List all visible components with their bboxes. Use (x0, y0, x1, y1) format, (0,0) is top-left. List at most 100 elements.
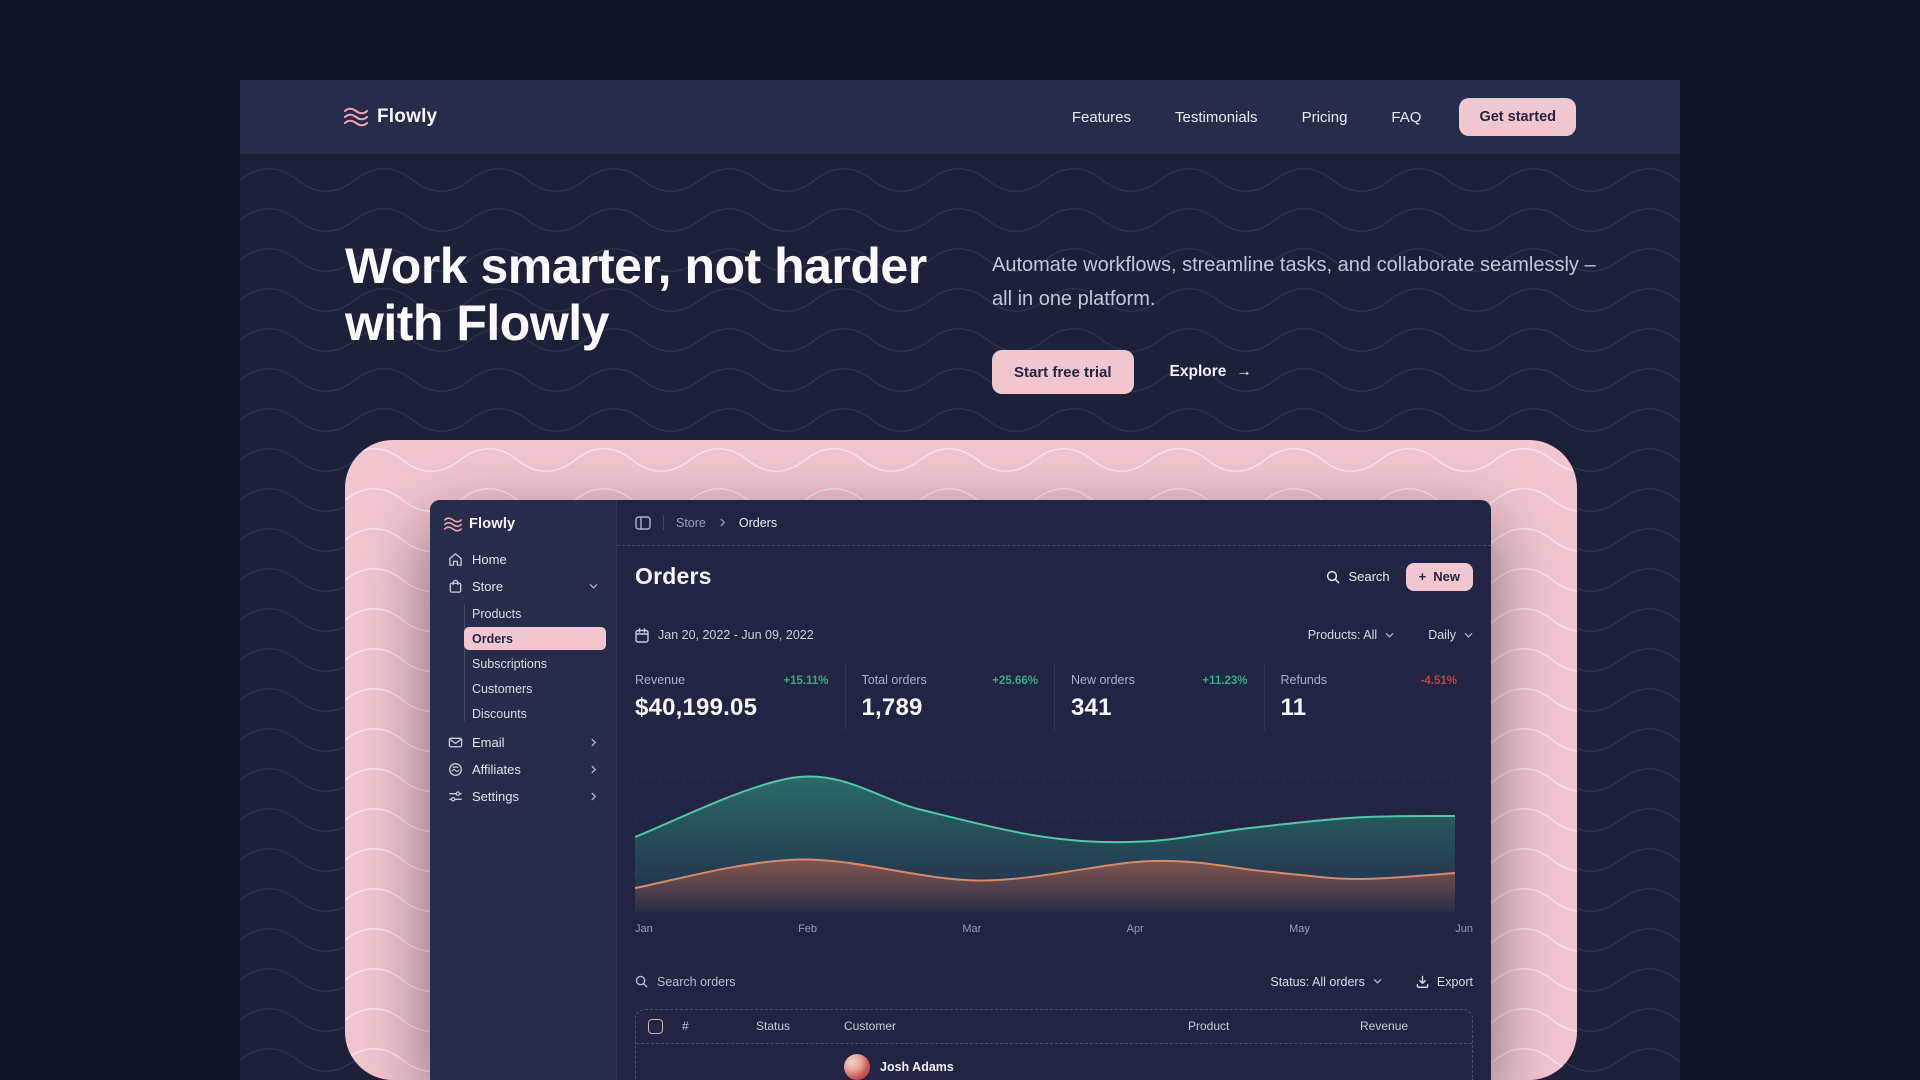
nav-link-pricing[interactable]: Pricing (1301, 108, 1348, 126)
search-orders-placeholder: Search orders (657, 974, 736, 989)
sidebar-item-discounts[interactable]: Discounts (472, 706, 527, 721)
brand-name: Flowly (377, 106, 438, 127)
chevron-right-icon (591, 792, 597, 801)
dashboard-content: Store Orders Orders Search + New (617, 500, 1491, 1080)
explore-link[interactable]: Explore → (1169, 363, 1252, 380)
settings-sliders-icon (449, 791, 462, 802)
sidebar-item-email[interactable]: Email (442, 729, 604, 756)
chart-x-axis-labels: Jan Feb Mar Apr May Jun (635, 923, 1473, 935)
chevron-right-icon (591, 765, 597, 774)
store-bag-icon (449, 579, 462, 593)
search-icon (1327, 570, 1340, 584)
dashboard-brand-name: Flowly (469, 516, 516, 532)
sidebar-item-home[interactable]: Home (442, 546, 604, 573)
sidebar-item-customers[interactable]: Customers (472, 681, 533, 696)
stat-revenue: Revenue +15.11% $40,199.05 (635, 672, 829, 721)
customer-avatar (844, 1053, 870, 1080)
home-icon (449, 553, 462, 566)
search-icon (635, 976, 648, 988)
search-button[interactable]: Search (1326, 569, 1390, 584)
hero-subtitle: Automate workflows, streamline tasks, an… (992, 254, 1596, 310)
nav-link-faq[interactable]: FAQ (1391, 108, 1422, 126)
stat-refunds: Refunds -4.51% 11 (1263, 662, 1474, 730)
stat-value: 11 (1280, 693, 1307, 721)
store-subtree: Products Orders Subscriptions Customers … (442, 602, 606, 725)
table-header-row: # Status Customer Product Revenue (636, 1010, 1472, 1044)
start-free-trial-button[interactable]: Start free trial (992, 350, 1134, 394)
dashboard-panel: Flowly Home Store Products Orders Subscr… (430, 500, 1491, 1080)
calendar-icon (635, 628, 649, 643)
chevron-down-icon (1385, 632, 1394, 638)
plus-icon: + (1418, 569, 1427, 585)
column-header-status[interactable]: Status (756, 1019, 791, 1034)
sidebar-item-settings[interactable]: Settings (442, 783, 604, 810)
breadcrumb-chevron-icon (720, 518, 726, 527)
table-row[interactable]: Josh Adams (636, 1044, 1472, 1080)
dashboard-brand-logo[interactable]: Flowly (442, 512, 604, 546)
stats-row: Revenue +15.11% $40,199.05 Total orders … (617, 662, 1491, 730)
arrow-right-icon: → (1236, 363, 1252, 380)
orders-table: # Status Customer Product Revenue Josh A… (635, 1008, 1473, 1080)
date-range-picker[interactable]: Jan 20, 2022 - Jun 09, 2022 (635, 628, 814, 643)
stat-delta-badge: +15.11% (783, 674, 829, 687)
sidebar-item-subscriptions[interactable]: Subscriptions (472, 656, 548, 671)
chevron-right-icon (591, 738, 597, 747)
brand-logo[interactable]: Flowly (344, 106, 437, 128)
nav-link-testimonials[interactable]: Testimonials (1175, 108, 1258, 126)
chart-month-label: Mar (962, 922, 982, 935)
flowly-waves-icon (444, 517, 462, 531)
chevron-down-icon (1464, 632, 1473, 638)
chart-month-label: Jan (635, 922, 653, 935)
stat-total-orders: Total orders +25.66% 1,789 (844, 662, 1055, 730)
area-chart-canvas (635, 775, 1455, 912)
sidebar-item-store[interactable]: Store (442, 573, 604, 600)
export-button[interactable]: Export (1416, 975, 1473, 989)
showcase-card: Flowly Home Store Products Orders Subscr… (345, 440, 1577, 1080)
stat-delta-badge: +11.23% (1202, 674, 1248, 687)
nav-link-features[interactable]: Features (1071, 108, 1132, 126)
chart-month-label: Jun (1455, 922, 1473, 935)
sidebar-item-orders[interactable]: Orders (464, 627, 606, 650)
sidebar-toggle-icon[interactable] (635, 515, 651, 530)
chevron-down-icon (1373, 979, 1382, 985)
stat-value: 341 (1071, 693, 1112, 721)
dashboard-sidebar: Flowly Home Store Products Orders Subscr… (430, 500, 617, 1080)
flowly-waves-icon (344, 107, 368, 127)
chart-month-label: Apr (1126, 922, 1144, 935)
customer-name: Josh Adams (880, 1059, 954, 1074)
breadcrumb-bar: Store Orders (617, 500, 1491, 546)
stat-new-orders: New orders +11.23% 341 (1054, 662, 1264, 730)
sidebar-item-products[interactable]: Products (472, 606, 522, 621)
chevron-down-icon (589, 584, 598, 589)
top-navigation: Flowly Features Testimonials Pricing FAQ… (240, 80, 1680, 154)
orders-area-chart: Jan Feb Mar Apr May Jun (617, 760, 1491, 935)
get-started-button[interactable]: Get started (1459, 98, 1576, 136)
select-all-checkbox[interactable] (648, 1018, 663, 1034)
products-filter-dropdown[interactable]: Products: All (1308, 628, 1394, 642)
affiliates-icon (449, 763, 462, 776)
chart-month-label: May (1289, 922, 1310, 935)
interval-filter-dropdown[interactable]: Daily (1428, 628, 1473, 642)
page-background-band: Flowly Features Testimonials Pricing FAQ… (240, 80, 1680, 1080)
new-order-button[interactable]: + New (1405, 562, 1473, 591)
stat-value: 1,789 (861, 693, 923, 721)
status-filter-dropdown[interactable]: Status: All orders (1270, 975, 1382, 989)
column-header-number[interactable]: # (682, 1019, 689, 1034)
envelope-icon (448, 737, 463, 748)
hero-title: Work smarter, not harder with Flowly (345, 238, 927, 351)
sidebar-item-affiliates[interactable]: Affiliates (442, 756, 604, 783)
column-header-revenue[interactable]: Revenue (1360, 1019, 1409, 1034)
download-icon (1416, 976, 1429, 989)
search-orders-input[interactable]: Search orders (635, 975, 736, 989)
chart-month-label: Feb (798, 922, 818, 935)
column-header-customer[interactable]: Customer (844, 1019, 897, 1034)
tree-indent-line (464, 604, 465, 721)
stat-delta-badge: -4.51% (1420, 674, 1457, 687)
breadcrumb-page: Orders (738, 515, 778, 530)
column-header-product[interactable]: Product (1188, 1019, 1230, 1034)
divider (663, 515, 664, 530)
breadcrumb-section[interactable]: Store (676, 515, 706, 530)
stat-value: $40,199.05 (635, 693, 758, 721)
page-title: Orders (635, 563, 712, 590)
stat-delta-badge: +25.66% (992, 674, 1038, 687)
